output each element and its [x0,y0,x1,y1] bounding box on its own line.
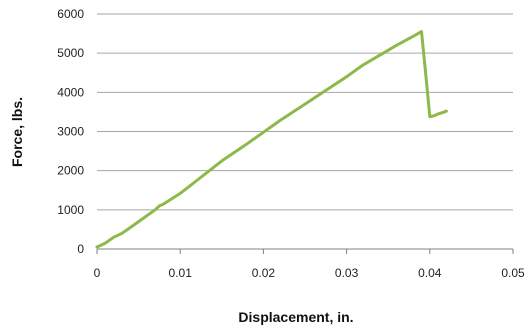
x-tick-label: 0.02 [252,266,276,280]
x-tick-label: 0.01 [169,266,193,280]
gridlines [97,13,513,211]
series-line [95,30,448,249]
y-tick-label: 5000 [57,46,84,60]
x-tick-label: 0.04 [418,266,442,280]
x-axis-ticks: 0 0.01 0.02 0.03 0.04 0.05 [94,249,525,280]
y-tick-label: 4000 [57,85,84,99]
x-axis-title: Displacement, in. [238,309,353,325]
x-tick-label: 0 [94,266,101,280]
x-tick-label: 0.03 [335,266,359,280]
y-axis-title: Force, lbs. [9,97,25,167]
y-tick-label: 2000 [57,164,84,178]
y-tick-label: 0 [77,242,84,256]
x-tick-label: 0.05 [501,266,525,280]
y-tick-label: 6000 [57,7,84,21]
y-axis-ticks: 0 1000 2000 3000 4000 5000 6000 [57,7,84,256]
y-tick-label: 3000 [57,125,84,139]
y-tick-label: 1000 [57,203,84,217]
